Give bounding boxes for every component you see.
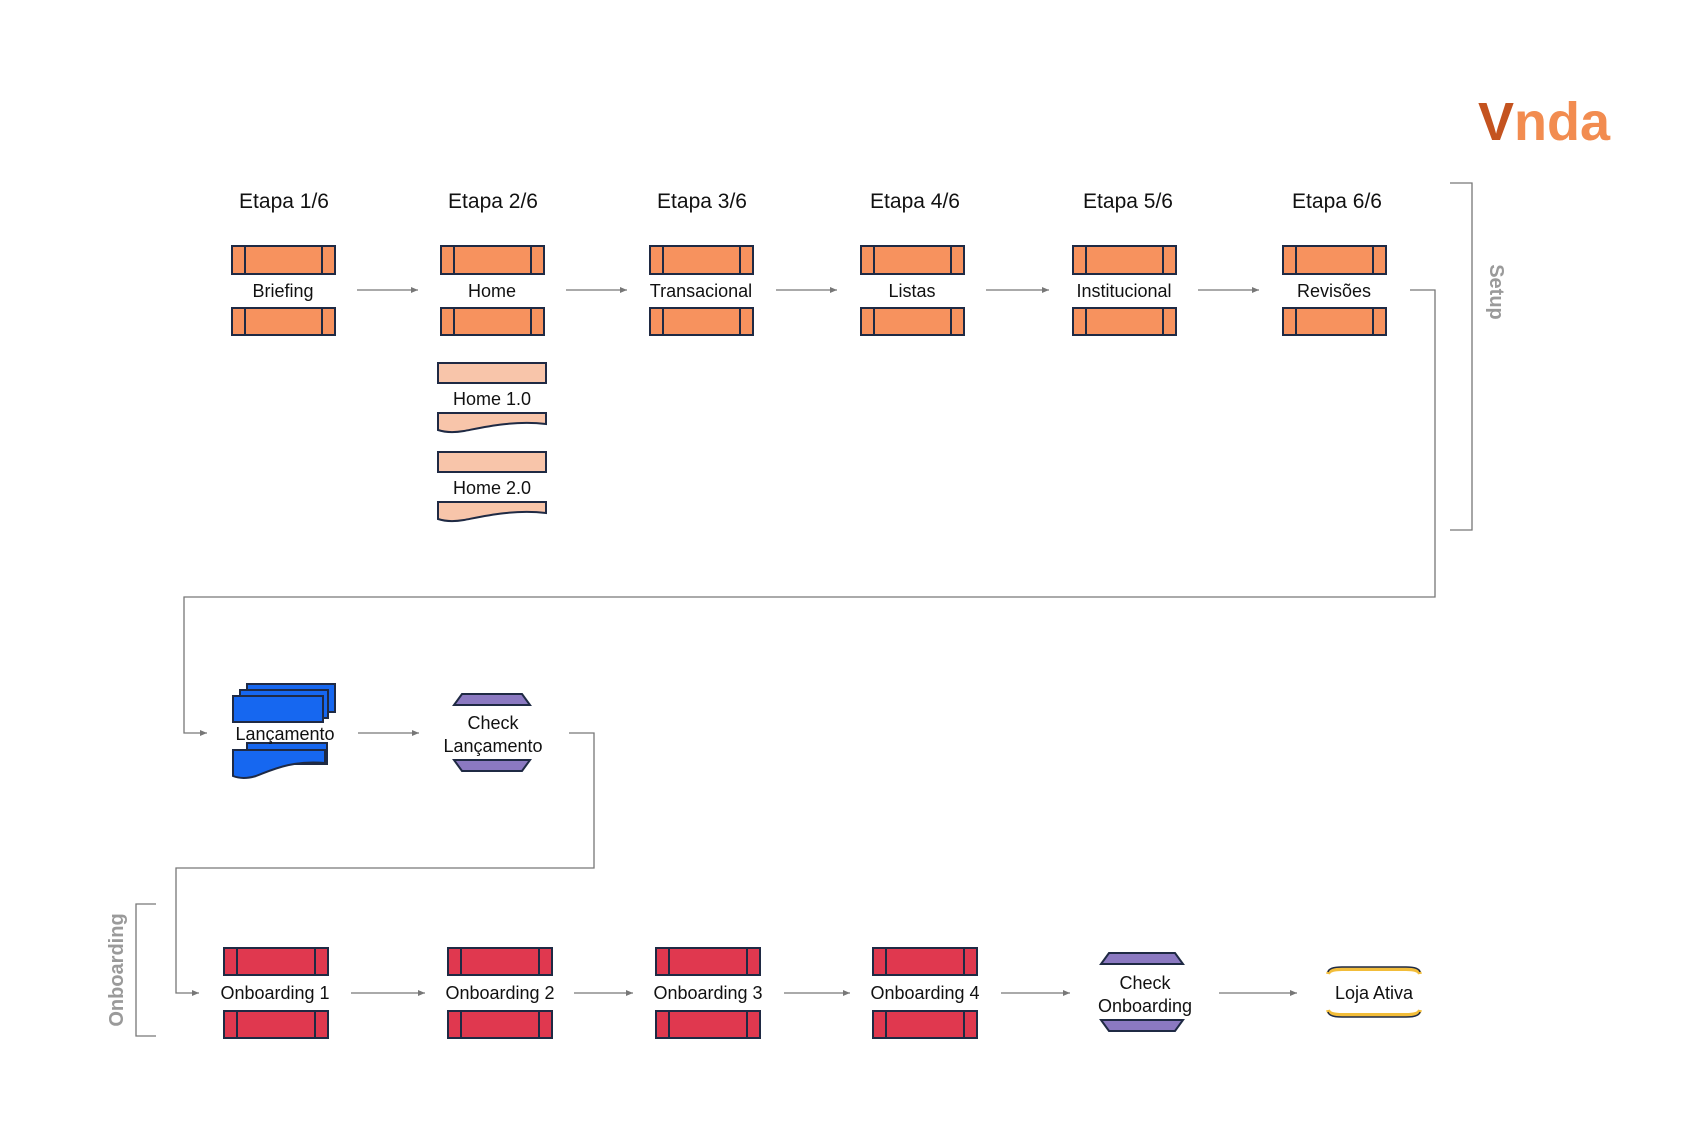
- setup-headings: Etapa 1/6 Etapa 2/6 Etapa 3/6 Etapa 4/6 …: [239, 190, 1382, 213]
- brand-logo: Vnda: [1478, 92, 1611, 152]
- stage-heading: Etapa 6/6: [1292, 190, 1382, 213]
- stage-heading: Etapa 2/6: [448, 190, 538, 213]
- stage-heading: Etapa 4/6: [870, 190, 960, 213]
- onboarding-step-4: Onboarding 4: [870, 947, 980, 1039]
- launch-multidocument: Lançamento: [232, 683, 336, 779]
- setup-stage-revisoes: Revisões: [1282, 245, 1387, 336]
- onboarding-step-1: Onboarding 1: [220, 947, 330, 1039]
- onboarding-label: Onboarding 4: [870, 983, 979, 1003]
- stage-label: Listas: [888, 281, 935, 301]
- stage-label: Revisões: [1297, 281, 1371, 301]
- launch-label: Lançamento: [235, 724, 334, 744]
- stage-heading: Etapa 1/6: [239, 190, 329, 213]
- setup-bracket: Setup: [1450, 182, 1507, 531]
- setup-stage-transacional: Transacional: [649, 245, 754, 336]
- brand-logo-v: V: [1478, 92, 1514, 152]
- onboarding-label: Onboarding 3: [653, 983, 762, 1003]
- store-active-terminator: Loja Ativa: [1326, 966, 1422, 1018]
- setup-stage-briefing: Briefing: [231, 245, 336, 336]
- brand-logo-rest: nda: [1514, 92, 1611, 152]
- check-label-line1: Check: [1119, 973, 1171, 993]
- onboarding-group-label: Onboarding: [106, 913, 128, 1026]
- setup-stage-institucional: Institucional: [1072, 245, 1177, 336]
- launch-check: Check Lançamento: [443, 693, 543, 772]
- check-label-line1: Check: [467, 713, 519, 733]
- check-label-line2: Lançamento: [443, 736, 542, 756]
- stage-label: Institucional: [1076, 281, 1171, 301]
- setup-group-label: Setup: [1485, 264, 1507, 320]
- setup-stage-listas: Listas: [860, 245, 965, 336]
- home-variant-label: Home 2.0: [453, 478, 531, 498]
- setup-stage-home: Home: [440, 245, 545, 336]
- home-variant-2: Home 2.0: [437, 451, 547, 523]
- home-variant-1: Home 1.0: [437, 362, 547, 434]
- connector-launch-to-onboarding: [175, 732, 595, 996]
- home-variant-label: Home 1.0: [453, 389, 531, 409]
- onboarding-step-2: Onboarding 2: [445, 947, 555, 1039]
- onboarding-label: Onboarding 2: [445, 983, 554, 1003]
- stage-label: Home: [468, 281, 516, 301]
- stage-heading: Etapa 5/6: [1083, 190, 1173, 213]
- stage-heading: Etapa 3/6: [657, 190, 747, 213]
- onboarding-label: Onboarding 1: [220, 983, 329, 1003]
- connector-setup-to-launch: [183, 289, 1436, 736]
- onboarding-check: Check Onboarding: [1098, 952, 1192, 1032]
- onboarding-bracket: Onboarding: [106, 903, 156, 1037]
- onboarding-step-3: Onboarding 3: [653, 947, 763, 1039]
- store-active-label: Loja Ativa: [1335, 983, 1414, 1003]
- stage-label: Transacional: [650, 281, 752, 301]
- check-label-line2: Onboarding: [1098, 996, 1192, 1016]
- stage-label: Briefing: [252, 281, 313, 301]
